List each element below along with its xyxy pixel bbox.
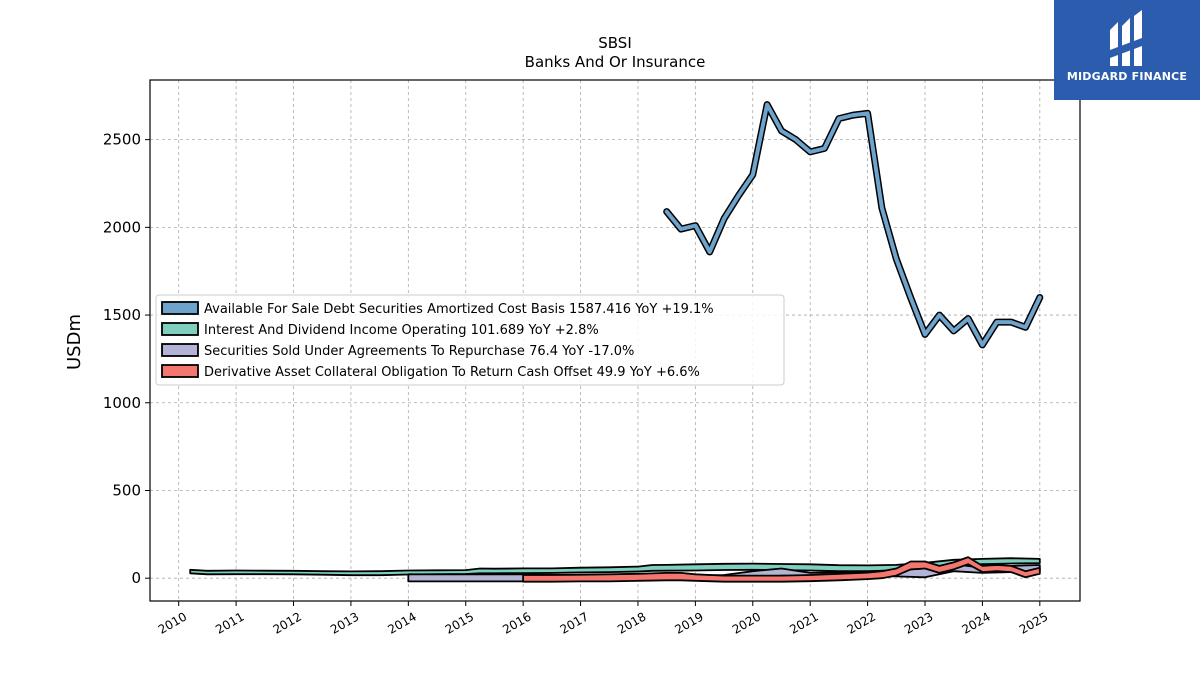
legend-label-4: Derivative Asset Collateral Obligation T… <box>204 365 700 380</box>
y-tick-label: 500 <box>112 481 141 499</box>
chart-subtitle: Banks And Or Insurance <box>525 53 706 71</box>
x-tick-label: 2015 <box>443 609 476 636</box>
x-tick-label: 2013 <box>328 609 361 636</box>
legend-label-3: Securities Sold Under Agreements To Repu… <box>204 344 634 359</box>
logo-mark-icon <box>1110 10 1142 66</box>
legend-box <box>155 294 785 386</box>
logo-text: MIDGARD FINANCE <box>1066 70 1188 83</box>
x-tick-label: 2017 <box>558 609 591 636</box>
y-tick-label: 1000 <box>103 394 141 412</box>
midgard-finance-logo: MIDGARD FINANCE <box>1054 0 1200 100</box>
y-axis: 0 500 1000 1500 2000 2500 <box>103 131 150 587</box>
legend-swatch-4 <box>161 364 199 378</box>
x-tick-label: 2019 <box>672 609 705 636</box>
y-tick-label: 1500 <box>103 306 141 324</box>
series-4-band <box>522 556 1041 583</box>
x-tick-label: 2021 <box>787 609 820 636</box>
legend-label-1: Available For Sale Debt Securities Amort… <box>204 302 714 317</box>
x-tick-label: 2020 <box>730 609 763 636</box>
x-axis: 2010 2011 2012 2013 2014 2015 2016 2017 2018 2019… <box>156 601 1050 637</box>
series-1-line <box>664 102 1042 347</box>
legend-swatch-2 <box>161 322 199 336</box>
chart-title: SBSI <box>598 34 632 52</box>
x-tick-label: 2014 <box>385 609 418 636</box>
x-tick-label: 2016 <box>500 609 533 636</box>
x-tick-label: 2011 <box>213 609 246 636</box>
x-tick-label: 2024 <box>959 609 992 636</box>
x-tick-label: 2022 <box>845 609 878 636</box>
y-axis-label: USDm <box>64 314 85 370</box>
legend-label-2: Interest And Dividend Income Operating 1… <box>204 323 599 338</box>
y-tick-label: 2500 <box>103 131 141 149</box>
x-tick-label: 2023 <box>902 609 935 636</box>
legend: Available For Sale Debt Securities Amort… <box>155 294 785 386</box>
x-tick-label: 2018 <box>615 609 648 636</box>
plot-frame <box>149 79 1081 602</box>
series-layer <box>189 101 1044 583</box>
y-tick-label: 0 <box>131 569 141 587</box>
x-tick-label: 2025 <box>1017 609 1050 636</box>
legend-swatch-1 <box>161 301 199 315</box>
x-tick-label: 2010 <box>156 609 189 636</box>
legend-swatch-3 <box>161 343 199 357</box>
y-tick-label: 2000 <box>103 218 141 236</box>
x-tick-label: 2012 <box>271 609 304 636</box>
